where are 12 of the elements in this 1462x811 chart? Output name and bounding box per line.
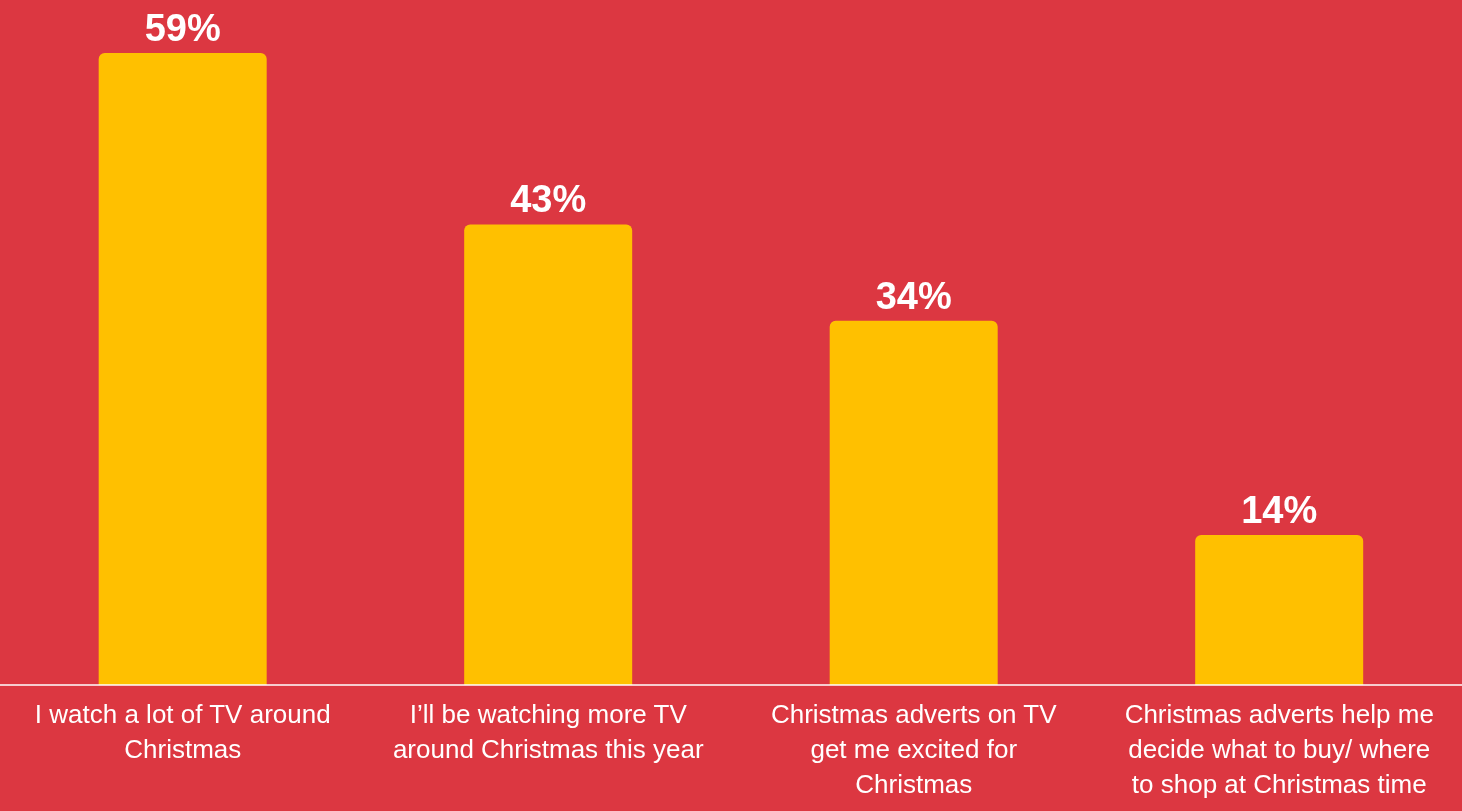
bar xyxy=(464,224,633,685)
x-tick-label: I watch a lot of TV around Christmas xyxy=(34,699,331,764)
x-tick-label: I’ll be watching more TV around Christmas this year xyxy=(392,699,704,764)
data-label: 34% xyxy=(875,274,952,317)
x-tick-label: Christmas adverts help me decide what to buy/ where to shop at Christmas time xyxy=(1124,699,1434,799)
data-label: 43% xyxy=(510,178,587,221)
bar xyxy=(829,320,998,685)
x-tick-label: Christmas adverts on TV get me excited for Christmas xyxy=(770,699,1058,799)
bar xyxy=(98,53,267,685)
bar xyxy=(1195,535,1364,685)
data-label: 59% xyxy=(144,7,221,49)
data-label: 14% xyxy=(1241,489,1318,532)
